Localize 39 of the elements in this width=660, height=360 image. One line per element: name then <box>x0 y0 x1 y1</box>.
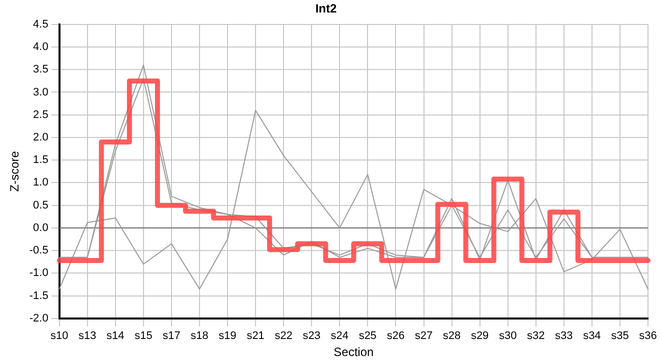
y-tick-label: 1.5 <box>33 154 48 166</box>
x-tick-label: s29 <box>470 330 489 342</box>
x-tick-label: s28 <box>442 330 461 342</box>
y-tick-label: 4.0 <box>33 41 48 54</box>
x-axis-title: Section <box>334 345 374 360</box>
y-tick-label: -2.0 <box>29 312 48 324</box>
y-tick-label: 1.0 <box>33 176 48 189</box>
x-tick-label: s19 <box>218 330 236 342</box>
x-tick-label: s26 <box>386 330 405 342</box>
x-tick-label: s36 <box>639 330 657 342</box>
y-tick-label: -1.5 <box>29 290 48 302</box>
x-tick-label: s27 <box>414 330 433 342</box>
y-tick-label: 3.0 <box>33 86 48 98</box>
x-tick-label: s18 <box>190 330 208 342</box>
y-tick-label: -1.0 <box>29 267 48 280</box>
x-tick-label: s23 <box>302 330 321 342</box>
y-tick-label: 4.5 <box>33 18 48 30</box>
x-tick-label: s32 <box>527 330 545 342</box>
x-tick-label: s17 <box>162 330 180 342</box>
x-tick-label: s21 <box>246 330 264 342</box>
x-tick-label: s10 <box>50 330 68 342</box>
x-tick-label: s30 <box>498 330 517 342</box>
x-tick-label: s15 <box>134 330 152 342</box>
x-tick-label: s13 <box>78 330 96 342</box>
y-axis-title: Z-score <box>8 150 22 192</box>
x-tick-label: s35 <box>611 330 629 342</box>
x-tick-label: s25 <box>358 330 377 342</box>
y-tick-label: 3.5 <box>33 64 48 76</box>
y-tick-label: 2.5 <box>33 108 48 121</box>
x-tick-label: s22 <box>274 330 292 342</box>
chart-title: Int2 <box>315 2 337 16</box>
x-tick-label: s24 <box>330 330 349 342</box>
x-tick-label: s33 <box>555 330 573 342</box>
x-tick-label: s14 <box>106 330 124 342</box>
y-tick-label: 0.0 <box>33 222 48 234</box>
y-tick-label: 2.0 <box>33 132 48 144</box>
x-tick-label: s34 <box>583 330 601 342</box>
y-tick-label: 0.5 <box>33 199 48 212</box>
y-tick-label: -0.5 <box>29 244 48 257</box>
